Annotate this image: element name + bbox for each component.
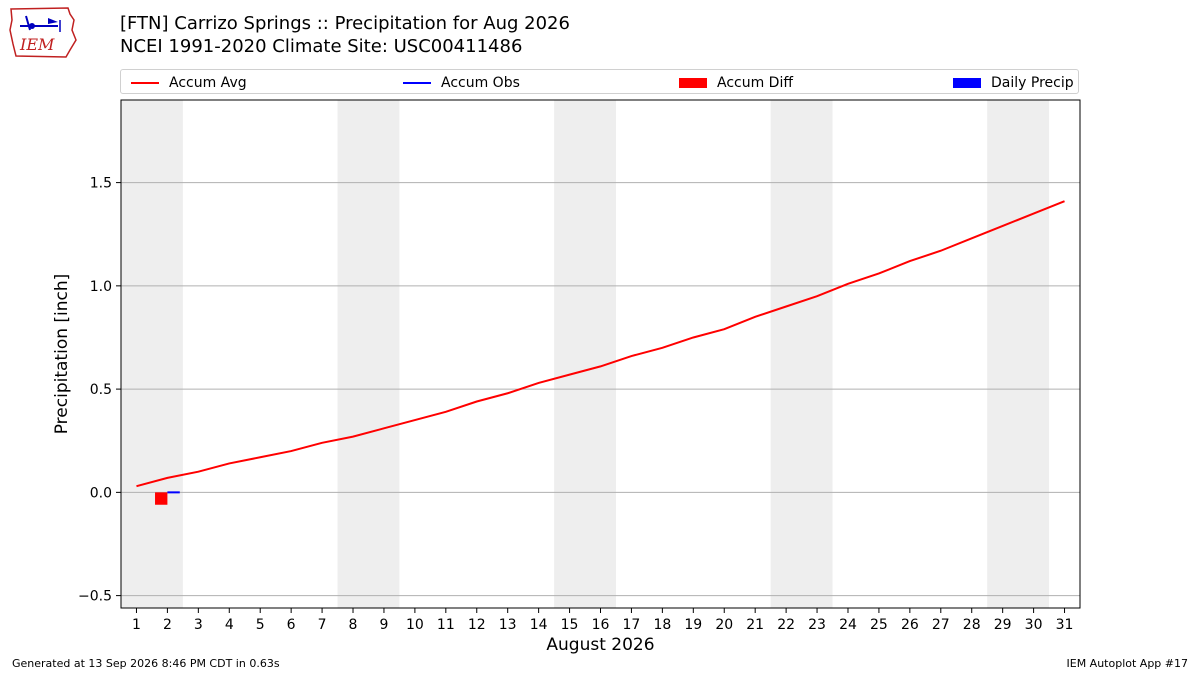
weekend-shading	[554, 100, 616, 608]
x-tick-label: 19	[684, 617, 702, 633]
x-tick-label: 27	[932, 617, 950, 633]
x-tick-label: 4	[225, 617, 234, 633]
chart-legend: Accum Avg Accum Obs Accum Diff Daily Precip	[120, 69, 1079, 94]
weekend-shading	[121, 100, 183, 608]
x-tick-label: 24	[839, 617, 857, 633]
x-tick-label: 30	[1025, 617, 1043, 633]
weekend-shading	[337, 100, 400, 608]
y-tick-label: 0.5	[90, 382, 112, 398]
x-tick-label: 9	[379, 617, 388, 633]
x-tick-label: 17	[623, 617, 641, 633]
iem-logo: IEM	[8, 6, 80, 60]
x-tick-label: 25	[870, 617, 888, 633]
x-tick-label: 15	[561, 617, 579, 633]
x-tick-label: 11	[437, 617, 455, 633]
x-tick-label: 22	[777, 617, 795, 633]
chart-title: [FTN] Carrizo Springs :: Precipitation f…	[120, 12, 570, 58]
y-axis-label: Precipitation [inch]	[52, 274, 72, 435]
accum-diff-bar	[155, 492, 168, 505]
x-tick-label: 31	[1056, 617, 1074, 633]
iem-logo-graphic: IEM	[9, 7, 77, 58]
x-tick-label: 18	[653, 617, 671, 633]
legend-item-accum-diff: Accum Diff	[679, 70, 793, 95]
x-tick-label: 1	[132, 617, 141, 633]
y-tick-label: −0.5	[78, 589, 112, 605]
y-tick-label: 0.0	[90, 485, 112, 501]
legend-item-accum-obs: Accum Obs	[403, 70, 520, 95]
legend-label: Daily Precip	[991, 74, 1074, 91]
legend-box-swatch	[679, 77, 707, 88]
title-line-1: [FTN] Carrizo Springs :: Precipitation f…	[120, 13, 570, 34]
title-line-2: NCEI 1991-2020 Climate Site: USC00411486	[120, 36, 523, 57]
legend-label: Accum Obs	[441, 74, 520, 91]
accum-avg-line	[136, 200, 1065, 488]
x-tick-label: 23	[808, 617, 826, 633]
x-tick-label: 26	[901, 617, 919, 633]
weekend-shading	[770, 100, 833, 608]
x-tick-label: 3	[194, 617, 203, 633]
x-axis-label: August 2026	[546, 635, 654, 655]
x-tick-label: 2	[163, 617, 172, 633]
svg-text:IEM: IEM	[19, 35, 55, 54]
x-tick-label: 14	[530, 617, 548, 633]
x-tick-label: 13	[499, 617, 517, 633]
x-tick-label: 5	[256, 617, 265, 633]
x-tick-label: 21	[746, 617, 764, 633]
x-tick-label: 12	[468, 617, 486, 633]
x-tick-label: 6	[287, 617, 296, 633]
x-tick-label: 16	[592, 617, 610, 633]
legend-label: Accum Diff	[717, 74, 794, 91]
weekend-shading	[987, 100, 1050, 608]
legend-label: Accum Avg	[169, 74, 247, 91]
y-tick-label: 1.0	[90, 279, 112, 295]
legend-line-swatch	[403, 81, 431, 84]
legend-item-daily-precip: Daily Precip	[953, 70, 1074, 95]
x-tick-label: 28	[963, 617, 981, 633]
x-tick-label: 10	[406, 617, 424, 633]
footer-generated: Generated at 13 Sep 2026 8:46 PM CDT in …	[12, 657, 280, 670]
x-tick-label: 29	[994, 617, 1012, 633]
y-tick-label: 1.5	[90, 176, 112, 192]
legend-item-accum-avg: Accum Avg	[131, 70, 247, 95]
x-tick-label: 8	[349, 617, 358, 633]
footer-app: IEM Autoplot App #17	[1066, 657, 1189, 670]
legend-box-swatch	[953, 77, 981, 88]
x-tick-label: 20	[715, 617, 733, 633]
x-tick-label: 7	[318, 617, 327, 633]
legend-line-swatch	[131, 81, 159, 84]
